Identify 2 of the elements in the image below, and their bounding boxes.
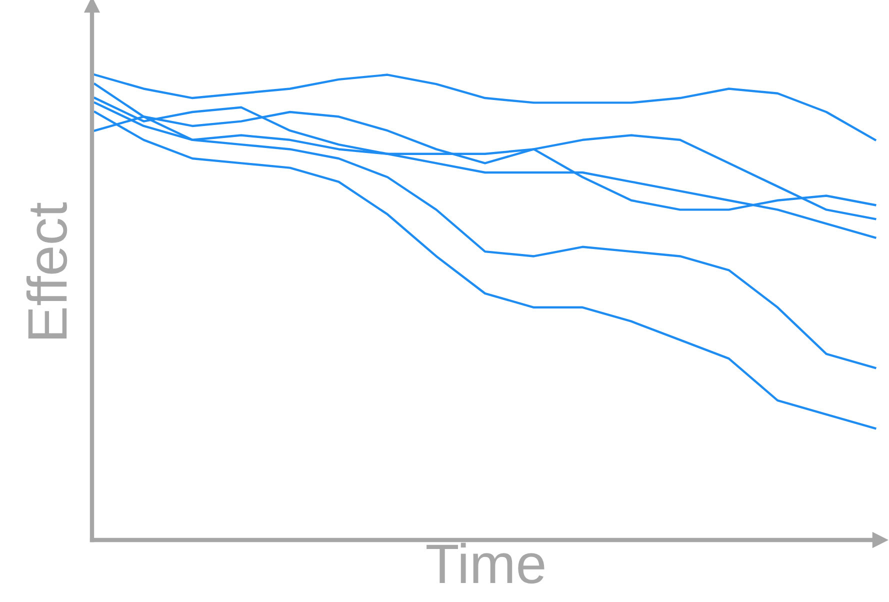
y-axis-title: Effect <box>26 202 68 338</box>
x-axis-title: Time <box>426 542 544 584</box>
